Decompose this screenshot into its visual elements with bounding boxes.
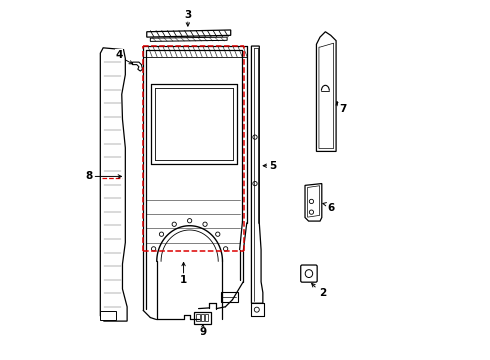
Text: 2: 2 (319, 288, 326, 298)
Circle shape (253, 181, 257, 186)
Text: 5: 5 (269, 161, 276, 171)
Bar (205, 314, 208, 321)
Text: 9: 9 (199, 327, 206, 337)
Text: 6: 6 (327, 203, 334, 213)
Text: 7: 7 (339, 104, 346, 113)
Circle shape (309, 199, 314, 203)
Text: 4: 4 (116, 50, 123, 60)
Polygon shape (132, 62, 143, 71)
Polygon shape (319, 43, 334, 149)
Circle shape (254, 307, 259, 312)
Polygon shape (100, 48, 127, 321)
Polygon shape (251, 46, 263, 303)
Circle shape (309, 210, 314, 214)
Polygon shape (147, 30, 231, 37)
Circle shape (253, 135, 257, 139)
FancyBboxPatch shape (301, 265, 317, 282)
Ellipse shape (305, 270, 313, 278)
Text: 8: 8 (85, 171, 92, 181)
Polygon shape (150, 37, 227, 41)
Text: 3: 3 (184, 10, 192, 20)
Bar (220, 292, 238, 302)
Polygon shape (305, 184, 322, 221)
Bar (100, 311, 117, 320)
Circle shape (159, 232, 164, 237)
Circle shape (188, 219, 192, 223)
Circle shape (172, 222, 176, 226)
Bar (201, 314, 204, 321)
Polygon shape (308, 186, 319, 217)
Bar (194, 312, 211, 324)
Text: 1: 1 (180, 275, 187, 285)
Circle shape (203, 222, 207, 226)
Circle shape (151, 247, 156, 251)
Circle shape (216, 232, 220, 237)
Polygon shape (317, 32, 336, 152)
Bar (196, 314, 199, 321)
Circle shape (223, 247, 228, 251)
